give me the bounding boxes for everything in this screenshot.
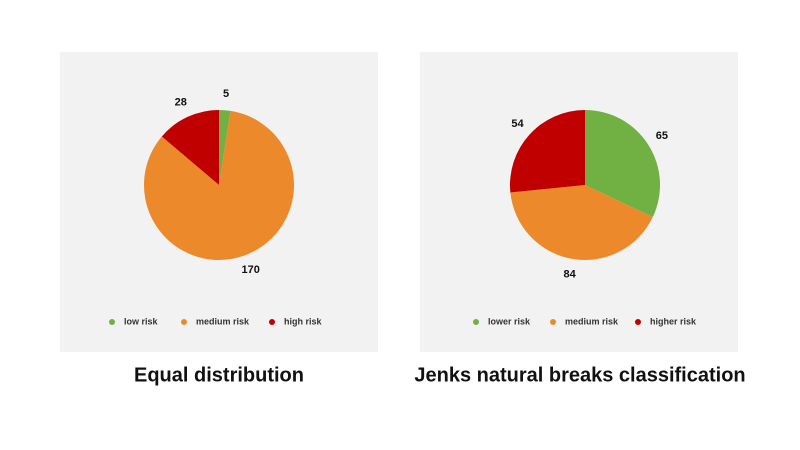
data-label: 5: [223, 88, 229, 100]
legend-label: medium risk: [565, 316, 619, 326]
data-label: 84: [563, 269, 576, 281]
legend-label: high risk: [284, 316, 323, 326]
data-label: 28: [175, 96, 187, 108]
chart-title: Equal distribution: [134, 364, 304, 386]
data-label: 54: [511, 118, 524, 130]
legend-label: medium risk: [196, 316, 250, 326]
pie-slice: [510, 185, 653, 261]
data-label: 170: [242, 264, 260, 276]
pie-slice: [161, 110, 219, 185]
legend-marker: [550, 319, 556, 325]
legend-label: higher risk: [650, 316, 697, 326]
data-label: 65: [656, 130, 668, 142]
pie-slice: [585, 110, 661, 218]
legend-marker: [635, 319, 641, 325]
legend-marker: [181, 319, 187, 325]
pie-slice: [219, 110, 231, 185]
legend-label: low risk: [124, 316, 159, 326]
chart-title: Jenks natural breaks classification: [414, 364, 745, 386]
legend-label: lower risk: [488, 316, 531, 326]
pie-slice: [510, 110, 585, 193]
legend-marker: [473, 319, 479, 325]
legend-marker: [269, 319, 275, 325]
pie-slice: [144, 110, 294, 261]
legend-marker: [109, 319, 115, 325]
